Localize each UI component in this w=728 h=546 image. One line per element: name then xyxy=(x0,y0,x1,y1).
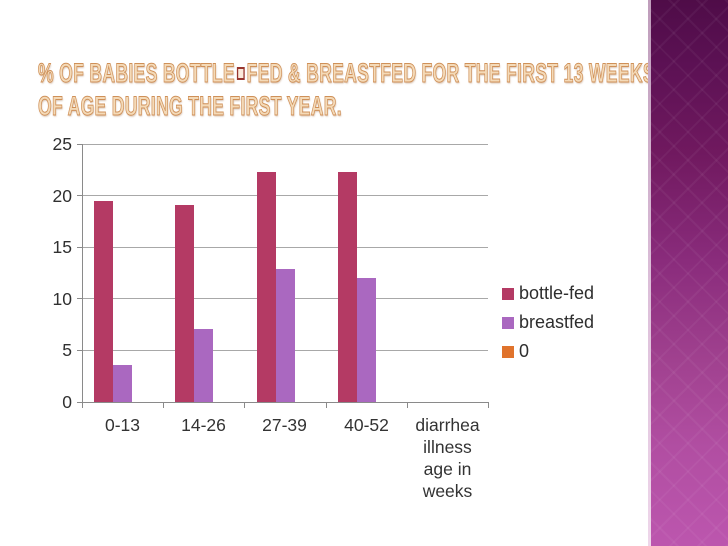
legend-swatch xyxy=(502,316,514,329)
bar-breastfed xyxy=(194,329,213,402)
y-axis-tick-label: 15 xyxy=(52,237,72,258)
bar-bottle-fed xyxy=(257,172,276,402)
y-axis-tick xyxy=(77,401,82,403)
y-axis-tick-label: 20 xyxy=(52,185,72,206)
legend-swatch xyxy=(502,345,514,358)
bar-bottle-fed xyxy=(175,205,194,402)
slide-title-line2: OF AGE DURING THE FIRST YEAR. xyxy=(38,91,342,122)
x-axis-category-label: 27-39 xyxy=(262,415,307,435)
y-axis-line xyxy=(82,144,83,403)
x-axis-tick xyxy=(244,403,245,408)
missing-glyph-box-icon xyxy=(236,67,245,80)
slide-title: % OF BABIES BOTTLE FED & BREASTFED FOR TH… xyxy=(38,57,655,123)
gridline xyxy=(82,246,488,248)
legend-item: 0 xyxy=(502,337,594,366)
y-axis-tick xyxy=(77,349,82,351)
gridline xyxy=(82,195,488,197)
y-axis-tick-label: 25 xyxy=(52,134,72,154)
legend-item: bottle-fed xyxy=(502,279,594,308)
y-axis-tick xyxy=(77,246,82,248)
y-axis-tick-label: 0 xyxy=(62,392,72,412)
gridline xyxy=(82,143,488,145)
slide-title-line1-part2: FED & BREASTFED FOR THE FIRST 13 WEEKS xyxy=(246,58,655,89)
y-axis-tick xyxy=(77,143,82,145)
x-axis-category-label: 14-26 xyxy=(181,415,226,435)
x-axis-tick xyxy=(163,403,164,408)
x-axis-category-label: diarrhea illness age in weeks xyxy=(415,415,480,501)
x-axis-category-label: 0-13 xyxy=(104,415,141,435)
x-axis-tick xyxy=(407,403,408,408)
x-axis-line xyxy=(82,402,489,403)
bar-breastfed xyxy=(113,365,132,402)
legend-swatch xyxy=(502,287,514,300)
bar-bottle-fed xyxy=(94,201,113,402)
y-axis-tick-label: 5 xyxy=(62,340,72,361)
legend-label: bottle-fed xyxy=(519,283,595,303)
y-axis-tick xyxy=(77,298,82,300)
bar-bottle-fed xyxy=(338,172,357,402)
bar-breastfed xyxy=(357,278,376,402)
x-axis-tick xyxy=(488,403,489,408)
bar-breastfed xyxy=(276,269,295,402)
bar-chart: 0 5 10 15 20 25 0-13 14-26 27-39 40-52 diarrhea il… xyxy=(52,134,595,501)
chart-legend: bottle-fed breastfed 0 xyxy=(502,279,594,366)
plot-area xyxy=(82,143,488,402)
y-axis-tick-label: 10 xyxy=(52,288,72,309)
slide-side-gradient-panel xyxy=(648,0,728,546)
slide-title-line1-part1: % OF BABIES BOTTLE xyxy=(38,58,235,89)
x-axis-tick xyxy=(82,403,83,408)
legend-item: breastfed xyxy=(502,308,594,337)
legend-label: breastfed xyxy=(519,312,595,332)
legend-label: 0 xyxy=(519,341,530,361)
slide-title-line1: % OF BABIES BOTTLE FED & BREASTFED FOR TH… xyxy=(38,57,655,90)
x-axis-category-label: 40-52 xyxy=(344,415,389,435)
y-axis-tick xyxy=(77,195,82,197)
x-axis-tick xyxy=(326,403,327,408)
